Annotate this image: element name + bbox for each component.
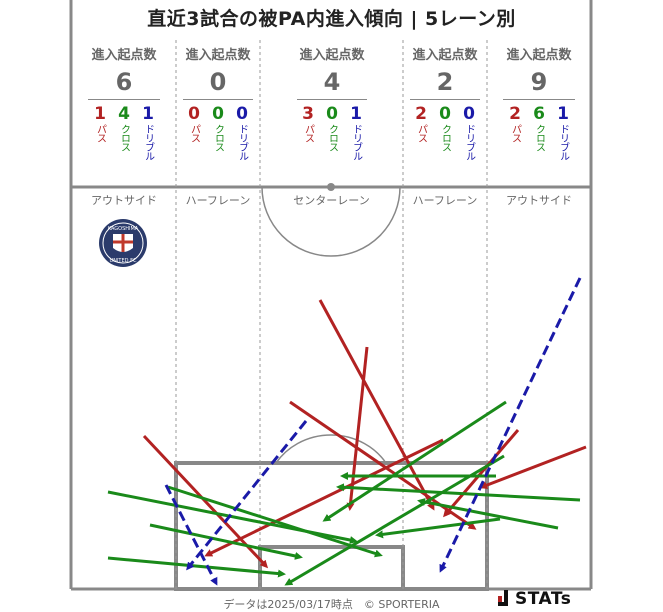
lane-header-label: 進入起点数 [299, 48, 365, 63]
cross-arrow [107, 556, 286, 578]
dribble-arrow [164, 484, 218, 586]
dribble-arrow [186, 420, 308, 571]
pass-arrow [346, 346, 369, 511]
lane-header-1: 進入起点数 6 1 パス 4 クロス 1 ドリブル [80, 44, 168, 160]
lane-total: 6 [115, 68, 133, 96]
lane-total: 2 [436, 68, 454, 96]
brand-logo: STATs [498, 589, 571, 609]
pass-arrows [142, 299, 587, 569]
cross-count: 0 [439, 104, 451, 124]
badge-bottom-text: UNITED FC [110, 258, 137, 264]
dribble-label: ドリブル [557, 124, 569, 160]
lane-header-5: 進入起点数 9 2 パス 6 クロス 1 ドリブル [495, 44, 583, 160]
pass-arrow [204, 438, 444, 557]
pass-label: パス [188, 124, 200, 142]
lane-total: 4 [323, 68, 341, 96]
cross-arrow [322, 400, 507, 522]
lane-header-label: 進入起点数 [412, 48, 478, 63]
brand-text: STATs [515, 589, 572, 609]
pass-count: 2 [509, 104, 521, 124]
lane-name-5: アウトサイド [506, 194, 572, 207]
page-title: 直近3試合の被PA内進入傾向 | 5レーン別 [147, 8, 516, 30]
cross-arrow [149, 523, 303, 560]
pass-label: パス [509, 124, 521, 142]
dribble-count: 1 [350, 104, 362, 124]
pass-count: 0 [188, 104, 200, 124]
pass-label: パス [302, 124, 314, 142]
dribble-arrow [439, 277, 582, 573]
cross-count: 6 [533, 104, 545, 124]
dribble-count: 1 [142, 104, 154, 124]
footer-note: データは2025/03/17時点 © SPORTERIA [223, 598, 440, 611]
pass-count: 2 [415, 104, 427, 124]
cross-label: クロス [439, 124, 451, 151]
lane-header-label: 進入起点数 [506, 48, 572, 63]
lane-name-2: ハーフレーン [185, 194, 251, 207]
dribble-arrows [164, 277, 582, 586]
pass-label: パス [94, 124, 106, 142]
dribble-label: ドリブル [142, 124, 154, 160]
lane-header-label: 進入起点数 [91, 48, 157, 63]
cross-arrow [167, 485, 383, 558]
team-badge: KAGOSHIMA UNITED FC [99, 219, 147, 267]
cross-label: クロス [533, 124, 545, 151]
dribble-label: ドリブル [463, 124, 475, 160]
lane-header-2: 進入起点数 0 0 パス 0 クロス 0 ドリブル [176, 44, 260, 160]
pass-arrow [479, 445, 587, 489]
dribble-count: 0 [463, 104, 475, 124]
cross-arrow [375, 517, 501, 539]
lane-name-4: ハーフレーン [412, 194, 478, 207]
center-spot [327, 183, 335, 191]
dribble-count: 1 [557, 104, 569, 124]
pass-count: 1 [94, 104, 106, 124]
center-circle [261, 186, 401, 257]
cross-label: クロス [326, 124, 338, 151]
pass-arrow [443, 429, 520, 518]
brand-mark-icon [498, 590, 512, 606]
pass-count: 3 [302, 104, 314, 124]
pass-label: パス [415, 124, 427, 142]
dribble-label: ドリブル [236, 124, 248, 160]
lane-header-label: 進入起点数 [185, 48, 251, 63]
cross-count: 0 [212, 104, 224, 124]
dribble-count: 0 [236, 104, 248, 124]
cross-arrow [417, 498, 559, 530]
cross-label: クロス [212, 124, 224, 151]
dribble-label: ドリブル [350, 124, 362, 160]
penalty-arc [275, 434, 387, 464]
lane-header-3: 進入起点数 4 3 パス 0 クロス 1 ドリブル [290, 44, 374, 160]
cross-count: 0 [326, 104, 338, 124]
badge-top-text: KAGOSHIMA [108, 226, 139, 232]
lane-total: 9 [530, 68, 548, 96]
lane-name-3: センターレーン [293, 194, 370, 207]
cross-label: クロス [118, 124, 130, 151]
lane-name-1: アウトサイド [91, 194, 157, 207]
lane-header-4: 進入起点数 2 2 パス 0 クロス 0 ドリブル [403, 44, 487, 160]
cross-arrow [336, 483, 581, 502]
lane-dividers [175, 40, 488, 589]
lane-total: 0 [209, 68, 227, 96]
cross-count: 4 [118, 104, 130, 124]
cross-arrows [107, 400, 581, 586]
pass-arrow [318, 299, 435, 511]
